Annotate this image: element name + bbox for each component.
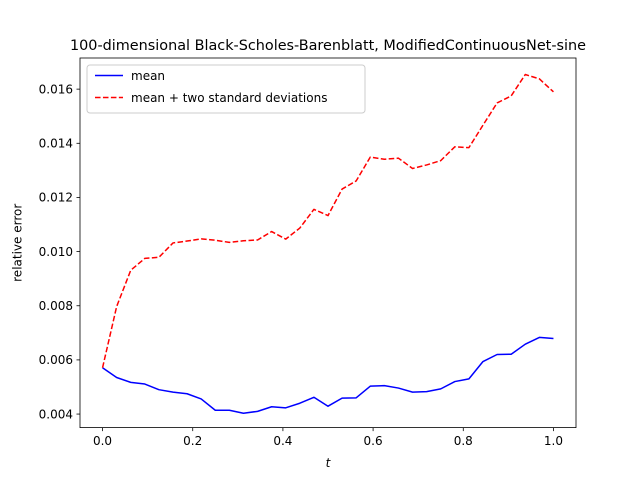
y-tick-label: 0.008 — [39, 299, 73, 313]
y-tick-label: 0.012 — [39, 191, 73, 205]
chart-title: 100-dimensional Black-Scholes-Barenblatt… — [70, 38, 586, 54]
series-layer — [101, 73, 554, 414]
x-tick-label: 0.0 — [93, 434, 112, 448]
x-tick-label: 0.8 — [454, 434, 473, 448]
x-axis-label: t — [326, 456, 332, 470]
x-axis: 0.0 0.2 0.4 0.6 0.8 1.0 — [93, 427, 563, 448]
series-line-1 — [101, 73, 554, 368]
legend-label-mean-plus-two-std: mean + two standard deviations — [131, 91, 327, 105]
y-tick-label: 0.014 — [39, 137, 73, 151]
legend: mean mean + two standard deviations — [86, 64, 366, 114]
y-tick-label: 0.004 — [39, 407, 73, 421]
y-axis: 0.004 0.006 0.008 0.010 0.012 0.014 0.016 — [39, 82, 80, 421]
x-tick-label: 0.4 — [273, 434, 292, 448]
y-tick-label: 0.016 — [39, 82, 73, 96]
x-tick-label: 1.0 — [544, 434, 563, 448]
y-tick-label: 0.010 — [39, 245, 73, 259]
x-tick-label: 0.6 — [364, 434, 383, 448]
series-line-0 — [102, 336, 554, 414]
legend-label-mean: mean — [131, 69, 165, 83]
plot-frame — [79, 57, 577, 429]
x-tick-label: 0.2 — [183, 434, 202, 448]
legend-box — [86, 64, 366, 114]
y-tick-label: 0.006 — [39, 353, 73, 367]
y-axis-label: relative error — [11, 204, 25, 282]
